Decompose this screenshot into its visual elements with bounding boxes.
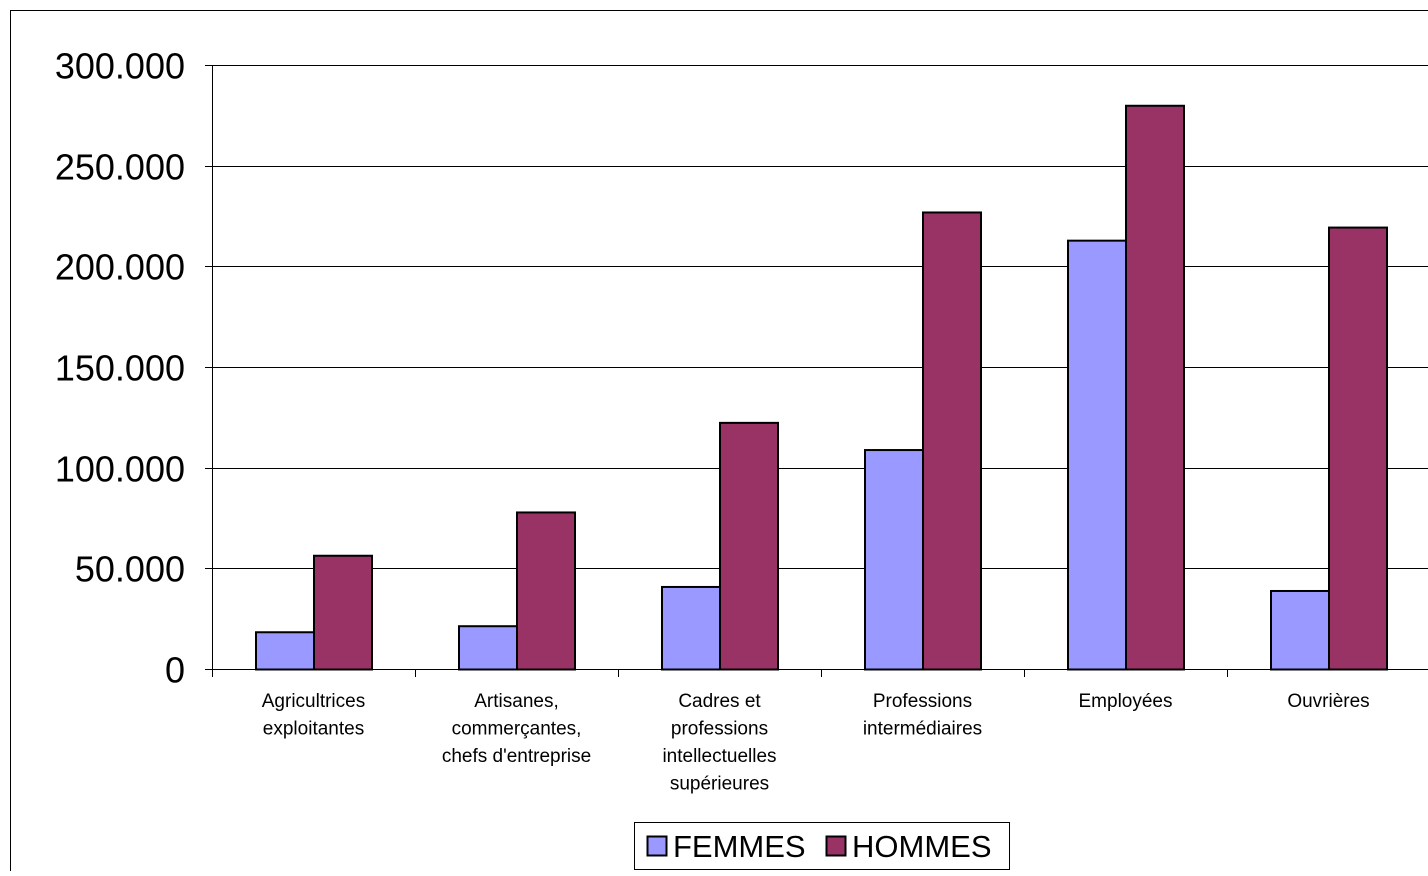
bar — [1329, 228, 1387, 670]
bar — [662, 587, 720, 670]
x-tick-label-line: professions — [671, 719, 768, 740]
legend: FEMMES HOMMES — [635, 823, 1010, 870]
bar — [923, 212, 981, 669]
legend-label: HOMMES — [852, 829, 992, 864]
bar — [1126, 106, 1184, 670]
y-tick-label: 50.000 — [75, 549, 185, 590]
bar — [314, 556, 372, 670]
bar — [1271, 591, 1329, 670]
bar — [1068, 241, 1126, 670]
x-tick-label-line: supérieures — [670, 774, 769, 795]
bar — [865, 450, 923, 669]
legend-swatch — [648, 837, 667, 856]
x-tick-label-line: Ouvrières — [1287, 691, 1369, 712]
x-tick-label-line: exploitantes — [263, 719, 364, 740]
y-tick-label: 250.000 — [55, 147, 185, 188]
x-tick-label-line: Artisanes, — [474, 691, 558, 712]
legend-label: FEMMES — [673, 829, 806, 864]
x-tick-label-line: Cadres et — [678, 691, 761, 712]
y-tick-label: 0 — [165, 650, 185, 691]
x-tick-label: Ouvrières — [1287, 691, 1369, 712]
bar — [459, 626, 517, 669]
x-tick-label-line: Agricultrices — [262, 691, 365, 712]
x-tick-label-line: Professions — [873, 691, 972, 712]
bar — [720, 423, 778, 670]
y-tick-label: 100.000 — [55, 449, 185, 490]
x-tick-label-line: commerçantes, — [452, 719, 582, 740]
x-tick-label-line: intellectuelles — [662, 746, 776, 767]
y-tick-label: 200.000 — [55, 247, 185, 288]
x-tick-label: Employées — [1079, 691, 1173, 712]
y-tick-label: 150.000 — [55, 348, 185, 389]
x-tick-label-line: intermédiaires — [863, 719, 982, 740]
bar — [256, 632, 314, 669]
legend-swatch — [827, 837, 846, 856]
x-tick-label-line: Employées — [1079, 691, 1173, 712]
bar — [517, 512, 575, 669]
y-tick-label: 300.000 — [55, 46, 185, 87]
x-tick-label-line: chefs d'entreprise — [442, 746, 591, 767]
